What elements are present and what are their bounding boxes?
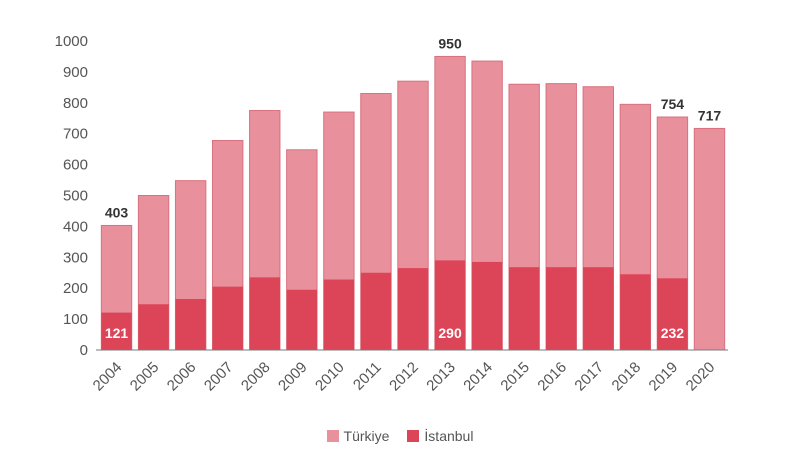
bar-turkiye-2020 bbox=[693, 127, 726, 351]
y-tick-label-700: 700 bbox=[63, 126, 88, 143]
x-axis: 2004 2005 2006 2007 2008 2009 2010 2011 2012 2013… bbox=[90, 349, 728, 395]
bar-istanbul-2005 bbox=[138, 304, 169, 350]
y-tick-label-300: 300 bbox=[63, 249, 88, 266]
x-tick-label-2013: 2013 bbox=[423, 359, 459, 395]
legend-label-turkiye: Türkiye bbox=[343, 428, 390, 444]
y-tick-label-1000: 1000 bbox=[55, 33, 88, 50]
bar-istanbul-2013 bbox=[434, 260, 466, 350]
legend-item-turkiye: Türkiye bbox=[326, 428, 390, 444]
data-label-turkiye-2004: 403 bbox=[105, 204, 129, 220]
bar-istanbul-2009 bbox=[286, 289, 318, 350]
bar-istanbul-2015 bbox=[508, 267, 540, 350]
data-label-turkiye-2019: 754 bbox=[661, 96, 685, 112]
x-tick-label-2020: 2020 bbox=[683, 359, 719, 395]
x-tick-label-2012: 2012 bbox=[386, 359, 422, 395]
bar-istanbul-2018 bbox=[620, 274, 651, 350]
x-tick-label-2008: 2008 bbox=[238, 359, 274, 395]
bar-istanbul-2012 bbox=[397, 268, 429, 350]
x-tick-label-2015: 2015 bbox=[497, 359, 533, 395]
y-tick-label-500: 500 bbox=[63, 188, 88, 205]
bar-istanbul-2007 bbox=[212, 286, 243, 350]
x-tick-label-2011: 2011 bbox=[350, 359, 385, 394]
bar-istanbul-2017 bbox=[583, 267, 614, 350]
bar-istanbul-2016 bbox=[546, 267, 577, 350]
x-tick-label-2010: 2010 bbox=[312, 359, 348, 395]
bar-istanbul-2011 bbox=[360, 272, 392, 350]
x-tick-label-2007: 2007 bbox=[201, 359, 237, 395]
bar-istanbul-2004 bbox=[101, 312, 132, 350]
data-label-turkiye-2020: 717 bbox=[698, 107, 722, 123]
x-tick-label-2019: 2019 bbox=[646, 359, 682, 395]
legend: Türkiye İstanbul bbox=[0, 428, 800, 444]
y-tick-label-100: 100 bbox=[63, 311, 88, 328]
legend-item-istanbul: İstanbul bbox=[407, 428, 473, 444]
y-tick-label-800: 800 bbox=[63, 95, 88, 112]
y-tick-label-900: 900 bbox=[63, 64, 88, 81]
legend-label-istanbul: İstanbul bbox=[424, 428, 474, 444]
y-tick-label-0: 0 bbox=[80, 342, 88, 359]
legend-swatch-turkiye bbox=[326, 430, 339, 442]
x-tick-label-2014: 2014 bbox=[460, 359, 496, 395]
data-label-istanbul-2013: 290 bbox=[438, 325, 462, 341]
y-tick-label-200: 200 bbox=[63, 280, 88, 297]
x-tick-label-2004: 2004 bbox=[90, 359, 126, 395]
x-tick-label-2009: 2009 bbox=[275, 359, 311, 395]
data-label-istanbul-2004: 121 bbox=[105, 325, 129, 341]
x-tick-label-2016: 2016 bbox=[534, 359, 570, 395]
y-tick-label-400: 400 bbox=[63, 218, 88, 235]
legend-swatch-istanbul bbox=[407, 430, 420, 442]
bars bbox=[100, 55, 726, 351]
x-tick-label-2006: 2006 bbox=[164, 359, 200, 395]
bar-istanbul-2019 bbox=[657, 278, 688, 350]
bar-istanbul-2014 bbox=[471, 261, 503, 350]
data-label-turkiye-2013: 950 bbox=[438, 35, 462, 51]
data-labels: 403 950 754 717 121 290 232 bbox=[105, 35, 722, 341]
x-tick-label-2018: 2018 bbox=[609, 359, 645, 395]
bar-istanbul-2006 bbox=[175, 299, 206, 350]
data-label-istanbul-2019: 232 bbox=[661, 325, 685, 341]
bar-istanbul-2010 bbox=[323, 279, 355, 350]
x-tick-label-2017: 2017 bbox=[572, 359, 608, 395]
y-tick-label-600: 600 bbox=[63, 157, 88, 174]
bar-istanbul-2008 bbox=[249, 277, 280, 350]
x-tick-label-2005: 2005 bbox=[127, 359, 163, 395]
y-axis: 0 100 200 300 400 500 600 700 800 900 1000 bbox=[55, 33, 88, 359]
